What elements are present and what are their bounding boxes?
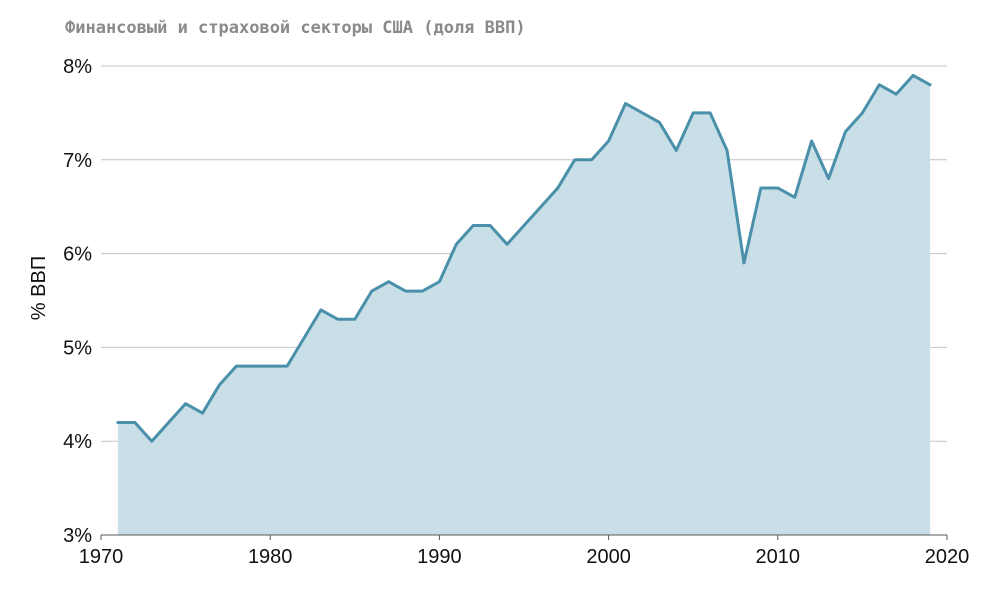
x-tick-label: 2010 <box>756 546 801 568</box>
data-point <box>370 290 373 293</box>
data-point <box>404 290 407 293</box>
data-point <box>675 149 678 152</box>
data-point <box>895 93 898 96</box>
data-point <box>472 224 475 227</box>
x-tick-label: 1970 <box>79 546 124 568</box>
data-point <box>759 186 762 189</box>
area-layer <box>116 73 932 535</box>
y-axis-label: % ВВП <box>28 256 50 320</box>
data-point <box>709 111 712 114</box>
x-tick-label: 2000 <box>586 546 631 568</box>
data-point <box>776 186 779 189</box>
data-point <box>641 111 644 114</box>
data-point <box>929 83 932 86</box>
y-tick-label: 3% <box>63 525 92 547</box>
data-point <box>150 440 153 443</box>
data-point <box>742 261 745 264</box>
chart-title: Финансовый и страховой секторы США (доля… <box>65 18 526 38</box>
data-point <box>252 365 255 368</box>
y-tick-labels: 3% 4% 5% 6% 7% 8% <box>63 56 92 547</box>
data-point <box>523 224 526 227</box>
data-point <box>912 74 915 77</box>
data-point <box>607 140 610 143</box>
area-fill <box>117 75 931 535</box>
data-point <box>184 402 187 405</box>
y-tick-label: 4% <box>63 431 92 453</box>
data-point <box>286 365 289 368</box>
data-point <box>878 83 881 86</box>
data-point <box>336 318 339 321</box>
y-tick-label: 5% <box>63 337 92 359</box>
data-point <box>844 130 847 133</box>
data-point <box>489 224 492 227</box>
data-point <box>167 421 170 424</box>
data-point <box>387 280 390 283</box>
x-tick-labels: 1970 1980 1990 2000 2010 2020 <box>79 546 970 568</box>
data-point <box>353 318 356 321</box>
y-tick-label: 7% <box>63 150 92 172</box>
series-line <box>116 73 932 443</box>
data-point <box>235 365 238 368</box>
data-point <box>539 205 542 208</box>
data-point <box>303 337 306 340</box>
data-point <box>793 196 796 199</box>
data-point <box>133 421 136 424</box>
x-tick-label: 2020 <box>925 546 970 568</box>
data-point <box>827 177 830 180</box>
x-tick-label: 1980 <box>248 546 293 568</box>
y-tick-label: 6% <box>63 244 92 266</box>
data-point <box>556 186 559 189</box>
data-point <box>624 102 627 105</box>
data-point <box>861 111 864 114</box>
data-point <box>692 111 695 114</box>
data-point <box>590 158 593 161</box>
data-point <box>218 383 221 386</box>
data-point <box>455 243 458 246</box>
x-tick-label: 1990 <box>417 546 462 568</box>
y-tick-label: 8% <box>63 56 92 78</box>
data-point <box>726 149 729 152</box>
data-point <box>658 121 661 124</box>
data-point <box>438 280 441 283</box>
data-point <box>269 365 272 368</box>
data-point <box>319 308 322 311</box>
data-point <box>506 243 509 246</box>
data-point <box>201 412 204 415</box>
data-point <box>421 290 424 293</box>
data-point <box>810 140 813 143</box>
axes <box>100 534 948 540</box>
data-point <box>116 421 119 424</box>
data-point <box>573 158 576 161</box>
